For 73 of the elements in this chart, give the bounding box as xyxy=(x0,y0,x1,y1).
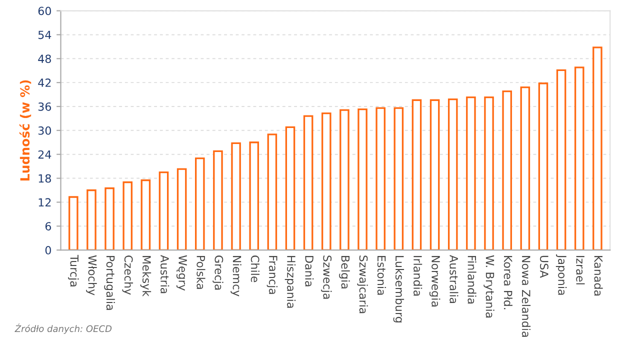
x-tick-label: Turcja xyxy=(68,254,79,286)
bar xyxy=(358,108,368,250)
bar xyxy=(86,189,96,250)
bar xyxy=(176,168,187,250)
bar xyxy=(231,142,241,250)
x-tick-label: Dania xyxy=(305,256,314,286)
bar xyxy=(484,96,494,250)
x-tick-label: Meksyk xyxy=(140,256,152,297)
x-tick-label: Chile xyxy=(250,256,260,282)
y-tick-label: 54 xyxy=(38,30,52,40)
x-tick-label: Australia xyxy=(450,255,458,304)
bar xyxy=(104,187,114,250)
bar xyxy=(466,96,476,250)
x-tick-label: Szwecja xyxy=(321,256,332,299)
bar xyxy=(249,142,260,250)
x-tick-label: Finlandia xyxy=(468,256,476,304)
bar xyxy=(574,66,584,250)
bar xyxy=(285,126,296,250)
y-axis-title: Ludność (w %) xyxy=(19,80,32,180)
x-tick-label: Korea Płd. xyxy=(504,256,512,310)
text: Źródło danych: OECD xyxy=(14,324,112,334)
bar xyxy=(194,158,205,250)
bar xyxy=(412,99,422,250)
bar xyxy=(340,109,350,250)
bar xyxy=(321,112,332,250)
x-tick-label: Austria xyxy=(160,255,170,294)
bar xyxy=(267,134,278,250)
x-tick-label: Szwajcaria xyxy=(357,256,368,314)
bar xyxy=(68,196,78,250)
y-tick-label: 42 xyxy=(38,78,51,87)
y-tick-label: 18 xyxy=(38,174,51,183)
x-tick-label: Norwegia xyxy=(429,256,440,306)
bar xyxy=(592,46,602,250)
bar xyxy=(556,69,566,250)
x-tick-label: Portugalia xyxy=(104,256,115,310)
x-tick-label: W. Brytania xyxy=(484,255,494,318)
y-tick-label: 48 xyxy=(38,54,51,64)
y-tick-label: 12 xyxy=(38,198,51,206)
bar xyxy=(394,107,404,250)
x-tick-label: Czechy xyxy=(122,256,133,295)
x-tick-label: Nowa Zelandia xyxy=(522,256,531,337)
bar xyxy=(158,171,169,250)
bar xyxy=(538,82,548,250)
bar xyxy=(376,107,386,250)
bar xyxy=(303,115,314,250)
bar xyxy=(122,181,133,250)
bar xyxy=(520,86,530,250)
x-tick-label: Hiszpania xyxy=(284,256,296,308)
x-tick-label: Francja xyxy=(266,256,278,294)
bar xyxy=(502,90,512,250)
bar xyxy=(140,179,151,250)
y-tick-label: 36 xyxy=(38,102,52,111)
x-tick-label: Polska xyxy=(196,256,206,289)
x-tick-label: Japonia xyxy=(556,254,567,295)
x-tick-label: Kanada xyxy=(594,256,603,296)
bar xyxy=(448,98,458,250)
x-tick-label: Węgry xyxy=(176,255,187,291)
x-tick-label: Włochy xyxy=(86,255,97,296)
y-tick-label: 30 xyxy=(38,126,51,135)
bar xyxy=(213,150,223,250)
bar xyxy=(430,99,440,250)
x-tick-label: Niemcy xyxy=(230,256,242,296)
x-tick-label: Belgia xyxy=(339,256,350,288)
y-tick-label: 0 xyxy=(45,246,51,254)
x-tick-label: Izrael xyxy=(576,256,585,284)
x-tick-label: Luksemburg xyxy=(393,256,404,322)
x-tick-label: Grecja xyxy=(212,256,224,290)
y-tick-label: 24 xyxy=(38,150,52,159)
x-tick-label: Estonia xyxy=(377,256,386,295)
x-tick-label: Irlandia xyxy=(414,256,422,296)
x-tick-label: USA xyxy=(540,256,548,278)
y-tick-label: 60 xyxy=(38,6,51,16)
y-tick-label: 6 xyxy=(45,222,52,231)
